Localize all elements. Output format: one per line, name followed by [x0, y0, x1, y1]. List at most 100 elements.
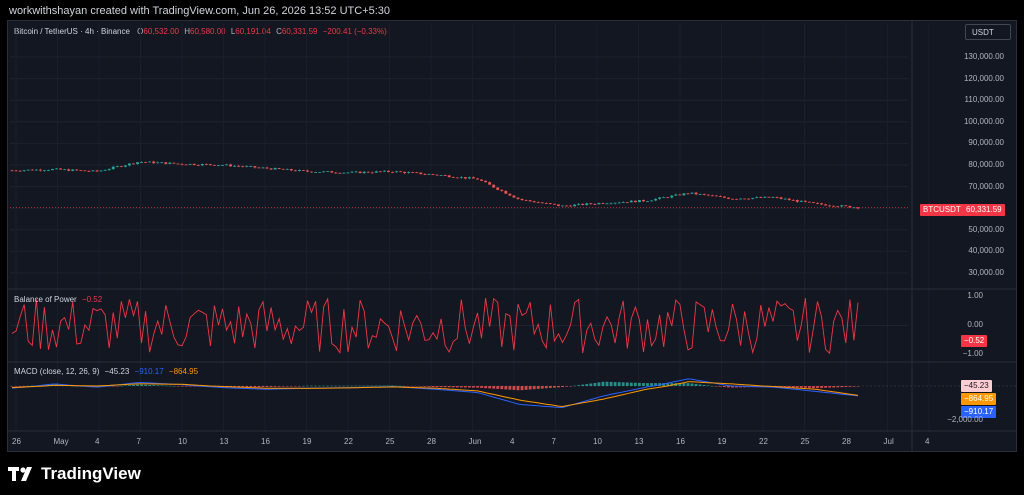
candle-body	[350, 171, 354, 173]
candle-body	[51, 169, 54, 171]
tradingview-brand[interactable]: TradingView	[8, 464, 141, 484]
candle-body	[565, 205, 568, 207]
candle-body	[302, 170, 305, 171]
candle-body	[233, 165, 237, 167]
candle-body	[204, 163, 208, 165]
candle-body	[832, 205, 836, 207]
time-axis-label: 16	[261, 437, 270, 446]
macd-histogram-bar	[123, 385, 127, 386]
candle-body	[702, 194, 706, 195]
candle-body	[739, 198, 743, 200]
candle-body	[322, 171, 326, 173]
time-axis-label: 22	[344, 437, 353, 446]
macd-hist-tag: −45.23	[961, 380, 992, 392]
currency-button[interactable]: USDT	[965, 24, 1011, 40]
macd-histogram-bar	[281, 386, 285, 387]
macd-histogram-bar	[378, 385, 382, 387]
macd-histogram-bar	[253, 386, 257, 388]
macd-histogram-bar	[144, 384, 148, 386]
candle-body	[95, 170, 99, 172]
candle-body	[156, 162, 160, 164]
candle-body	[536, 202, 540, 204]
candle-body	[423, 174, 427, 175]
candle-body	[512, 195, 516, 198]
macd-histogram-bar	[277, 386, 281, 387]
candle-body	[439, 175, 443, 177]
candle-body	[391, 171, 394, 173]
candle-body	[528, 200, 532, 202]
candle-body	[718, 196, 722, 198]
chart-panel[interactable]: Bitcoin / TetherUS · 4h · Binance O60,53…	[7, 20, 1017, 452]
macd-histogram-bar	[127, 385, 131, 386]
macd-histogram-bar	[799, 386, 803, 388]
candle-body	[362, 171, 366, 174]
candle-body	[544, 203, 548, 204]
candle-body	[164, 162, 168, 164]
macd-histogram-bar	[508, 386, 512, 390]
price-axis-label: 50,000.00	[968, 224, 1004, 234]
candle-body	[180, 163, 184, 165]
candle-body	[34, 169, 38, 171]
macd-histogram-bar	[148, 384, 152, 386]
candle-body	[107, 169, 111, 171]
macd-histogram-bar	[629, 382, 633, 386]
macd-histogram-bar	[706, 385, 710, 386]
macd-histogram-bar	[803, 386, 807, 388]
macd-histogram-bar	[111, 386, 115, 387]
macd-histogram-bar	[585, 384, 589, 386]
candle-body	[435, 174, 439, 176]
macd-histogram-bar	[326, 385, 330, 387]
close-value: 60,331.59	[281, 27, 318, 36]
macd-histogram-bar	[593, 382, 597, 386]
macd-histogram-bar	[698, 384, 702, 386]
macd-legend: MACD (close, 12, 26, 9) −45.23 −910.17 −…	[14, 367, 198, 376]
candle-body	[67, 169, 71, 171]
candle-body	[467, 177, 471, 179]
candle-body	[245, 166, 249, 168]
candle-body	[492, 184, 496, 188]
macd-histogram-bar	[261, 386, 265, 388]
brand-name: TradingView	[41, 464, 141, 483]
candle-body	[508, 193, 512, 196]
candle-body	[824, 204, 828, 206]
candle-body	[59, 168, 63, 170]
macd-histogram-bar	[710, 385, 714, 387]
candle-body	[285, 168, 289, 170]
macd-histogram-bar	[856, 386, 860, 387]
chart-canvas[interactable]	[8, 21, 1016, 451]
candle-body	[314, 172, 318, 173]
candle-body	[123, 165, 127, 167]
candle-body	[103, 170, 107, 171]
macd-histogram-bar	[382, 385, 386, 387]
time-axis-label: 13	[219, 437, 229, 446]
candle-body	[799, 200, 803, 202]
macd-histogram-bar	[427, 386, 431, 387]
macd-histogram-bar	[520, 386, 524, 391]
candle-body	[658, 197, 662, 199]
symbol-name: Bitcoin / TetherUS · 4h · Binance	[14, 27, 130, 36]
time-axis-label: 13	[634, 437, 644, 446]
macd-histogram-bar	[330, 385, 334, 387]
macd-histogram-bar	[140, 384, 143, 386]
candle-body	[273, 167, 277, 170]
candle-body	[771, 197, 775, 198]
candle-body	[358, 171, 362, 174]
macd-histogram-bar	[812, 386, 815, 389]
macd-histogram-bar	[727, 386, 730, 388]
macd-histogram-bar	[257, 386, 261, 388]
macd-histogram-bar	[544, 386, 548, 389]
macd-line	[11, 378, 859, 409]
candle-body	[747, 198, 751, 200]
macd-histogram-bar	[577, 385, 581, 386]
macd-histogram-bar	[439, 386, 443, 388]
candle-body	[585, 203, 589, 205]
candle-body	[192, 163, 196, 166]
macd-histogram-bar	[334, 385, 338, 387]
tradingview-logo-icon	[8, 466, 36, 482]
candle-body	[200, 163, 204, 166]
macd-histogram-bar	[848, 386, 852, 387]
candle-body	[374, 171, 378, 173]
candle-body	[520, 198, 524, 201]
candle-body	[83, 170, 87, 172]
candle-body	[569, 205, 573, 207]
